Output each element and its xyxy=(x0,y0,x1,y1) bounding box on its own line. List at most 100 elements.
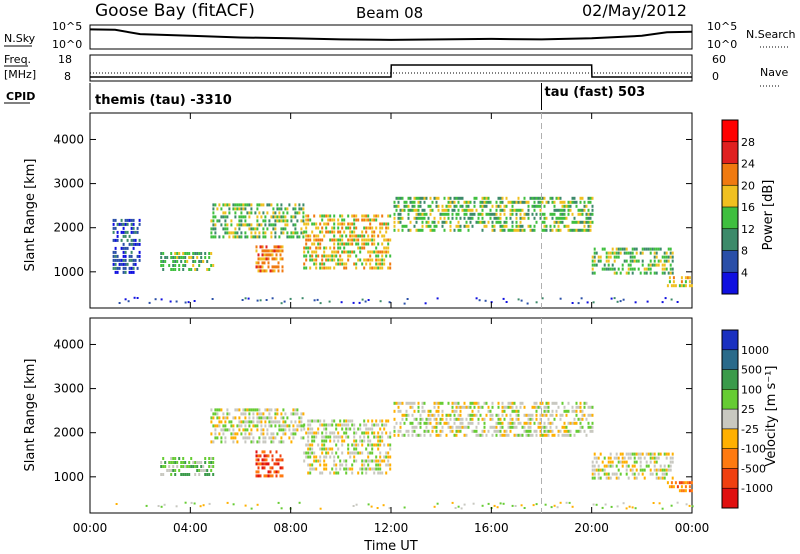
data-cell xyxy=(505,429,508,433)
data-cell xyxy=(361,242,364,246)
data-cell xyxy=(499,216,502,220)
data-cell xyxy=(138,222,141,226)
data-cell xyxy=(387,463,390,467)
scatter-cell xyxy=(460,507,463,510)
data-cell xyxy=(451,401,454,405)
scatter-cell xyxy=(241,299,244,301)
data-cell xyxy=(250,408,253,412)
scatter-cell xyxy=(580,297,583,300)
data-cell xyxy=(645,464,648,468)
data-cell xyxy=(447,196,450,200)
data-cell xyxy=(547,417,550,421)
data-cell xyxy=(623,259,626,263)
data-cell xyxy=(501,200,504,204)
data-cell xyxy=(539,425,542,429)
data-cell xyxy=(248,412,251,416)
data-cell xyxy=(479,405,482,409)
data-cell xyxy=(481,200,484,204)
data-cell xyxy=(244,203,247,207)
scatter-cell xyxy=(232,503,235,506)
data-cell xyxy=(347,226,350,230)
data-cell xyxy=(373,423,376,427)
data-cell xyxy=(549,413,552,417)
data-cell xyxy=(403,224,406,228)
data-cell xyxy=(385,250,388,254)
data-cell xyxy=(361,439,364,443)
data-cell xyxy=(300,412,303,416)
data-cell xyxy=(371,234,374,238)
data-cell xyxy=(405,204,408,208)
x-axis-label: Time UT xyxy=(363,539,417,554)
data-cell xyxy=(523,216,526,220)
data-cell xyxy=(533,228,536,232)
data-cell xyxy=(613,271,616,275)
data-cell xyxy=(555,401,558,405)
data-cell xyxy=(172,457,175,460)
data-cell xyxy=(485,401,488,405)
data-cell xyxy=(513,409,516,413)
data-cell xyxy=(236,432,239,436)
data-cell xyxy=(529,417,532,421)
data-cell xyxy=(573,433,576,437)
freq-unit: [MHz] xyxy=(4,68,36,81)
data-cell xyxy=(216,219,219,223)
data-cell xyxy=(690,481,693,485)
data-cell xyxy=(629,452,632,456)
data-cell xyxy=(629,263,632,267)
data-cell xyxy=(551,429,554,433)
data-cell xyxy=(272,440,275,444)
data-cell xyxy=(355,262,358,266)
data-cell xyxy=(477,220,480,224)
data-cell xyxy=(475,401,478,405)
data-cell xyxy=(188,252,191,255)
data-cell xyxy=(575,228,578,232)
data-cell xyxy=(255,454,258,458)
data-cell xyxy=(357,234,360,238)
data-cell xyxy=(267,265,270,269)
data-cell xyxy=(303,230,306,234)
data-cell xyxy=(294,428,297,432)
data-cell xyxy=(529,224,532,228)
scatter-cell xyxy=(595,503,598,506)
data-cell xyxy=(387,435,390,439)
data-cell xyxy=(311,242,314,246)
data-cell xyxy=(216,424,219,428)
data-cell xyxy=(595,468,598,472)
data-cell xyxy=(118,266,121,270)
data-cell xyxy=(274,412,277,416)
data-cell xyxy=(591,464,594,468)
data-cell xyxy=(377,258,380,262)
data-cell xyxy=(172,465,175,468)
data-cell xyxy=(672,280,675,284)
data-cell xyxy=(641,247,644,251)
scatter-cell xyxy=(661,507,664,510)
scatter-cell xyxy=(502,297,505,300)
data-cell xyxy=(266,203,269,207)
data-cell xyxy=(222,424,225,428)
velocity-ylabel: Slant Range [km] xyxy=(23,359,38,472)
data-cell xyxy=(559,220,562,224)
data-cell xyxy=(591,259,594,263)
data-cell xyxy=(459,224,462,228)
data-cell xyxy=(499,224,502,228)
data-cell xyxy=(509,413,512,417)
data-cell xyxy=(559,417,562,421)
data-cell xyxy=(539,405,542,409)
data-cell xyxy=(457,200,460,204)
data-cell xyxy=(557,224,560,228)
data-cell xyxy=(543,413,546,417)
data-cell xyxy=(389,443,392,447)
data-cell xyxy=(311,439,314,443)
data-cell xyxy=(339,230,342,234)
data-cell xyxy=(513,228,516,232)
data-cell xyxy=(389,431,392,435)
data-cell xyxy=(511,421,514,425)
data-cell xyxy=(509,425,512,429)
data-cell xyxy=(162,264,165,267)
data-cell xyxy=(355,447,358,451)
data-cell xyxy=(228,207,231,211)
data-cell xyxy=(653,251,656,255)
scatter-cell xyxy=(163,503,166,506)
power-ylabel: Slant Range [km] xyxy=(23,159,38,272)
scatter-cell xyxy=(646,300,649,303)
